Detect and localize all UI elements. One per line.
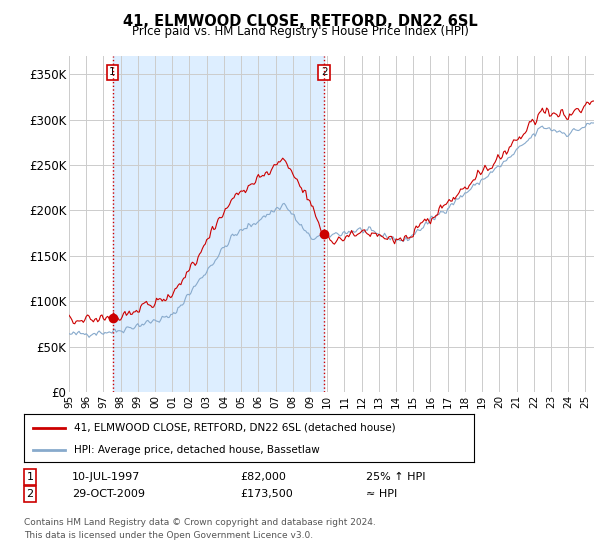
Text: 25% ↑ HPI: 25% ↑ HPI xyxy=(366,472,425,482)
Text: Price paid vs. HM Land Registry's House Price Index (HPI): Price paid vs. HM Land Registry's House … xyxy=(131,25,469,38)
Text: £82,000: £82,000 xyxy=(240,472,286,482)
Text: 41, ELMWOOD CLOSE, RETFORD, DN22 6SL (detached house): 41, ELMWOOD CLOSE, RETFORD, DN22 6SL (de… xyxy=(74,423,395,433)
Text: HPI: Average price, detached house, Bassetlaw: HPI: Average price, detached house, Bass… xyxy=(74,445,319,455)
Text: 2: 2 xyxy=(321,67,328,77)
Text: 41, ELMWOOD CLOSE, RETFORD, DN22 6SL: 41, ELMWOOD CLOSE, RETFORD, DN22 6SL xyxy=(122,14,478,29)
Bar xyxy=(113,56,324,392)
Text: 10-JUL-1997: 10-JUL-1997 xyxy=(72,472,140,482)
Text: 1: 1 xyxy=(109,67,116,77)
Text: Contains HM Land Registry data © Crown copyright and database right 2024.
This d: Contains HM Land Registry data © Crown c… xyxy=(24,519,376,540)
Text: £173,500: £173,500 xyxy=(240,489,293,499)
Text: 1: 1 xyxy=(26,472,34,482)
Text: ≈ HPI: ≈ HPI xyxy=(366,489,397,499)
Text: 29-OCT-2009: 29-OCT-2009 xyxy=(72,489,145,499)
Text: 2: 2 xyxy=(26,489,34,499)
